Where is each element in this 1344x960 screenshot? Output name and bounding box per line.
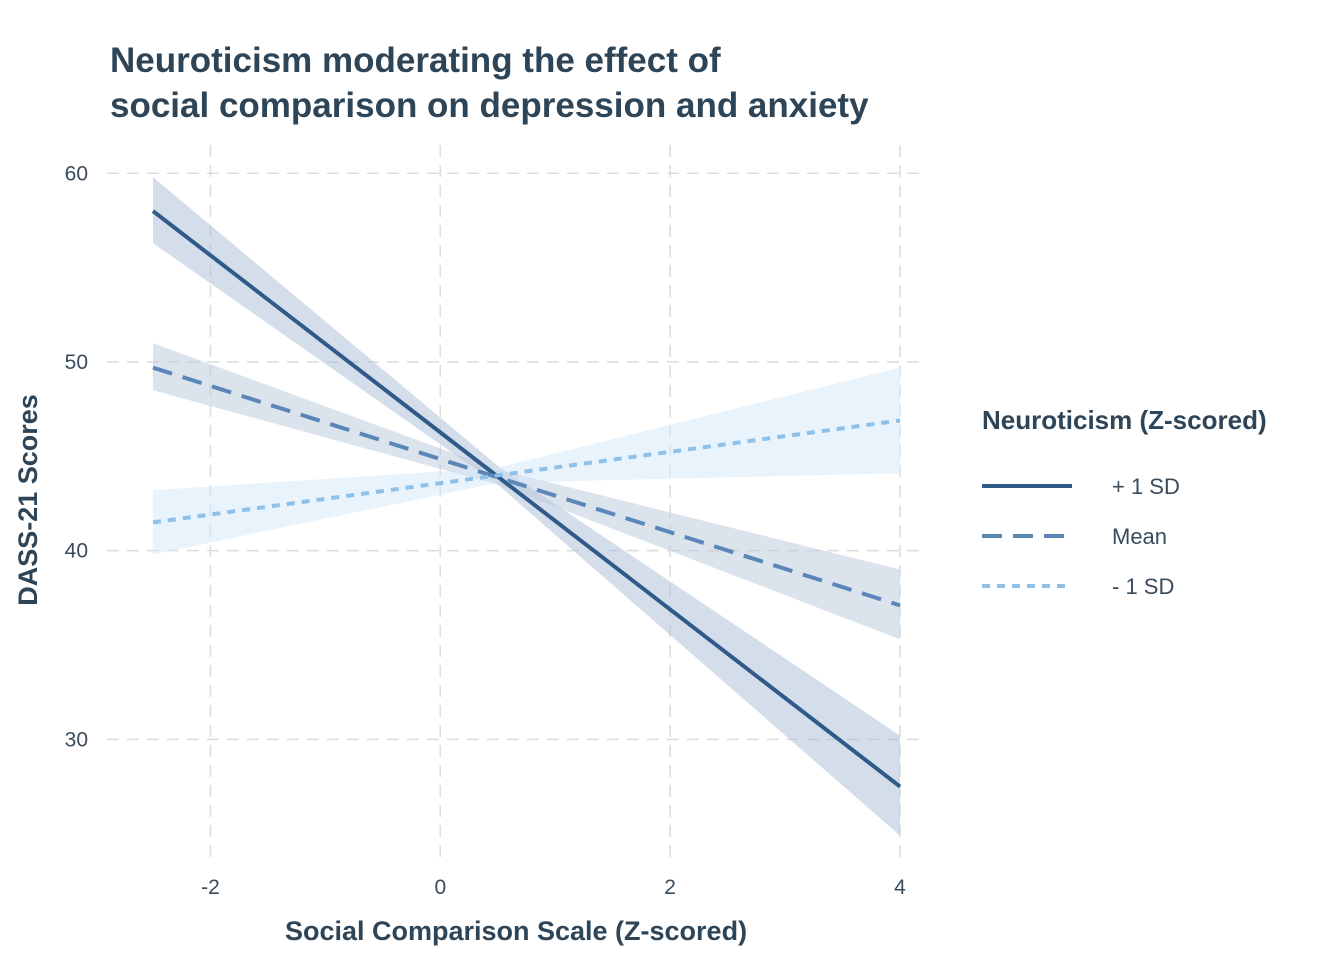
legend-label: + 1 SD xyxy=(1112,474,1180,499)
legend-label: - 1 SD xyxy=(1112,574,1174,599)
chart-title-line-1: Neuroticism moderating the effect of xyxy=(110,41,721,80)
legend-label: Mean xyxy=(1112,524,1167,549)
series-line-solid xyxy=(151,209,902,789)
confidence-band-solid xyxy=(152,177,901,836)
confidence-band-dashed xyxy=(152,343,901,640)
x-tick-label: 2 xyxy=(664,876,676,899)
series-line-dotted xyxy=(152,418,901,525)
y-tick-label: 50 xyxy=(65,351,88,374)
x-axis-title: Social Comparison Scale (Z-scored) xyxy=(285,916,747,946)
y-axis-title: DASS-21 Scores xyxy=(13,394,43,606)
series-line-dashed xyxy=(152,365,901,608)
tick-labels: -2 0 2 4 30 40 50 60 xyxy=(65,162,907,899)
x-tick-label: 4 xyxy=(894,876,906,899)
confidence-band-dotted xyxy=(152,367,901,555)
chart-title-line-2: social comparison on depression and anxi… xyxy=(110,86,869,125)
y-tick-label: 30 xyxy=(65,728,88,751)
x-tick-label: 0 xyxy=(434,876,446,899)
confidence-bands xyxy=(152,177,901,836)
x-tick-label: -2 xyxy=(201,876,220,899)
y-tick-label: 60 xyxy=(65,162,88,185)
series-lines xyxy=(151,209,902,789)
y-tick-label: 40 xyxy=(65,540,88,563)
legend-title: Neuroticism (Z-scored) xyxy=(982,405,1267,435)
legend: Neuroticism (Z-scored) + 1 SD Mean - 1 SD xyxy=(982,405,1267,599)
